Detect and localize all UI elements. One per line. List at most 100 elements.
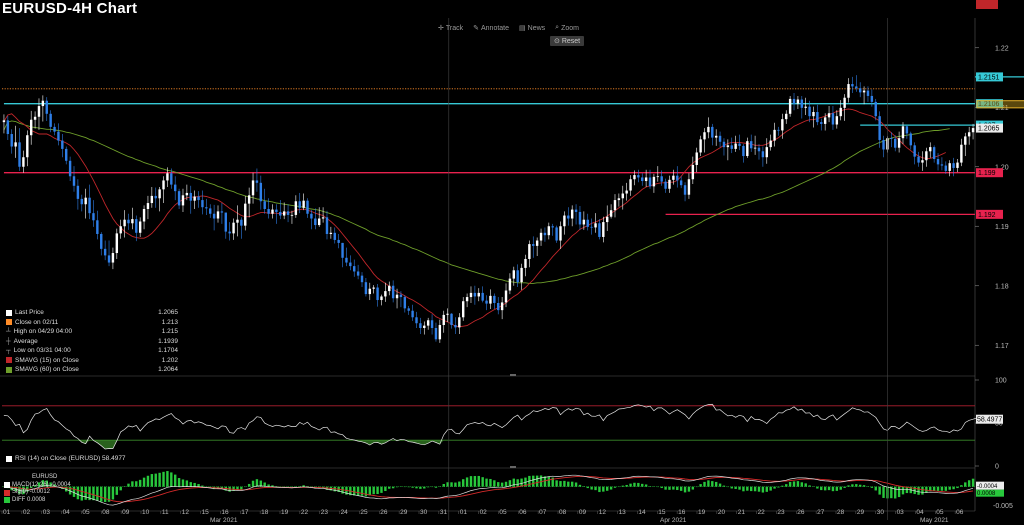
macd-diff-bar xyxy=(193,482,196,487)
candle-body xyxy=(605,216,609,223)
macd-diff-bar xyxy=(461,479,465,487)
candle-body xyxy=(65,148,68,161)
candle-body xyxy=(493,295,496,304)
rsi-swatch xyxy=(6,455,12,462)
zoom-button[interactable]: ⌕ Zoom xyxy=(555,24,579,32)
macd-diff-bar xyxy=(465,477,469,487)
track-button[interactable]: ✛ Track xyxy=(438,24,464,33)
macd-diff-bar xyxy=(33,485,37,487)
candle-body xyxy=(808,106,811,117)
macd-diff-bar xyxy=(485,478,488,487)
candle-body xyxy=(403,297,407,309)
macd-diff-bar xyxy=(263,482,266,487)
month-label: Apr 2021 xyxy=(660,517,687,524)
macd-diff-bar xyxy=(582,486,586,487)
x-tick-label: 09 xyxy=(579,509,587,516)
news-label: News xyxy=(527,24,546,32)
rsi-legend: RSI (14) on Close (EURUSD) 58.4977 xyxy=(6,455,126,462)
candle-body xyxy=(33,116,37,120)
macd-diff-bar xyxy=(738,486,741,490)
macd-diff-bar xyxy=(154,473,157,487)
macd-diff-bar xyxy=(578,484,582,487)
macd-diff-bar xyxy=(894,486,897,499)
resize-handle xyxy=(510,466,516,468)
candle-body xyxy=(415,317,418,324)
candle-body xyxy=(388,285,391,292)
annotate-button[interactable]: ✎ Annotate xyxy=(473,24,509,33)
candle-body xyxy=(76,185,80,199)
candle-body xyxy=(909,133,912,146)
candle-body xyxy=(384,291,387,297)
candle-body xyxy=(228,231,231,234)
macd-diff-bar xyxy=(586,486,589,489)
candle-body xyxy=(858,88,862,93)
macd-diff-bar xyxy=(718,483,722,487)
x-tick-label: 30 xyxy=(420,509,428,516)
candle-body xyxy=(434,327,438,340)
candle-body xyxy=(391,285,395,299)
reset-button[interactable]: ⊙ Reset xyxy=(550,36,585,46)
macd-diff-bar xyxy=(520,478,523,487)
macd-diff-bar xyxy=(777,486,780,488)
macd-diff-bar xyxy=(641,483,644,487)
x-tick-label: 27 xyxy=(817,509,825,516)
magnifier-icon: ⌕ xyxy=(555,24,560,31)
candle-body xyxy=(532,244,535,246)
macd-diff-bar xyxy=(450,482,453,487)
candle-body xyxy=(932,147,936,160)
macd-diff-bar xyxy=(944,486,948,491)
zoom-label: Zoom xyxy=(561,24,579,32)
y-tick-label: 1.19 xyxy=(995,224,1009,231)
level-label-box xyxy=(976,209,1003,219)
x-tick-label: 18 xyxy=(261,509,269,516)
x-tick-label: 19 xyxy=(698,509,706,516)
macd-diff-bar xyxy=(415,486,418,489)
candle-body xyxy=(882,139,885,150)
candle-body xyxy=(57,131,60,141)
candle-body xyxy=(512,270,516,279)
candle-body xyxy=(37,106,41,117)
candle-body xyxy=(279,211,282,216)
news-button[interactable]: ▤ News xyxy=(519,24,546,33)
candle-body xyxy=(940,164,944,166)
macd-diff-bar xyxy=(306,486,309,487)
x-tick-label: 30 xyxy=(877,509,885,516)
legend-label: Last Price xyxy=(15,309,44,316)
candle-body xyxy=(551,226,554,228)
candle-body xyxy=(317,218,321,226)
macd-header: EURUSD xyxy=(32,474,58,480)
candle-body xyxy=(543,232,547,236)
macd-diff-bar xyxy=(746,486,749,491)
candle-body xyxy=(166,173,169,181)
candle-body xyxy=(489,295,492,304)
macd-diff-bar xyxy=(948,486,951,490)
candle-body xyxy=(866,90,870,96)
macd-diff-bar xyxy=(862,485,866,487)
x-tick-label: 05 xyxy=(936,509,944,516)
y-tick-label: 1.22 xyxy=(995,45,1009,52)
macd-diff-bar xyxy=(820,486,823,491)
macd-diff-bar xyxy=(882,486,885,498)
macd-diff-bar xyxy=(166,471,169,487)
candle-body xyxy=(851,84,854,87)
candle-body xyxy=(368,288,372,295)
macd-diff-bar xyxy=(835,486,839,491)
macd-diff-bar xyxy=(761,486,765,493)
candle-body xyxy=(154,195,157,199)
macd-diff-bar xyxy=(516,479,519,487)
macd-diff-bar xyxy=(823,486,827,491)
candle-body xyxy=(294,201,298,215)
candle-body xyxy=(929,147,932,152)
macd-diff-bar xyxy=(796,481,800,487)
macd-diff-bar xyxy=(271,485,274,487)
track-label: Track xyxy=(445,24,464,32)
chart-title: EURUSD-4H Chart xyxy=(2,0,138,17)
macd-diff-bar xyxy=(555,480,558,487)
candle-body xyxy=(711,126,714,138)
sma15-box xyxy=(976,0,998,9)
macd-diff-bar xyxy=(267,484,270,487)
candle-body xyxy=(53,126,56,132)
macd-diff-bar xyxy=(380,486,383,493)
candle-body xyxy=(146,203,150,209)
